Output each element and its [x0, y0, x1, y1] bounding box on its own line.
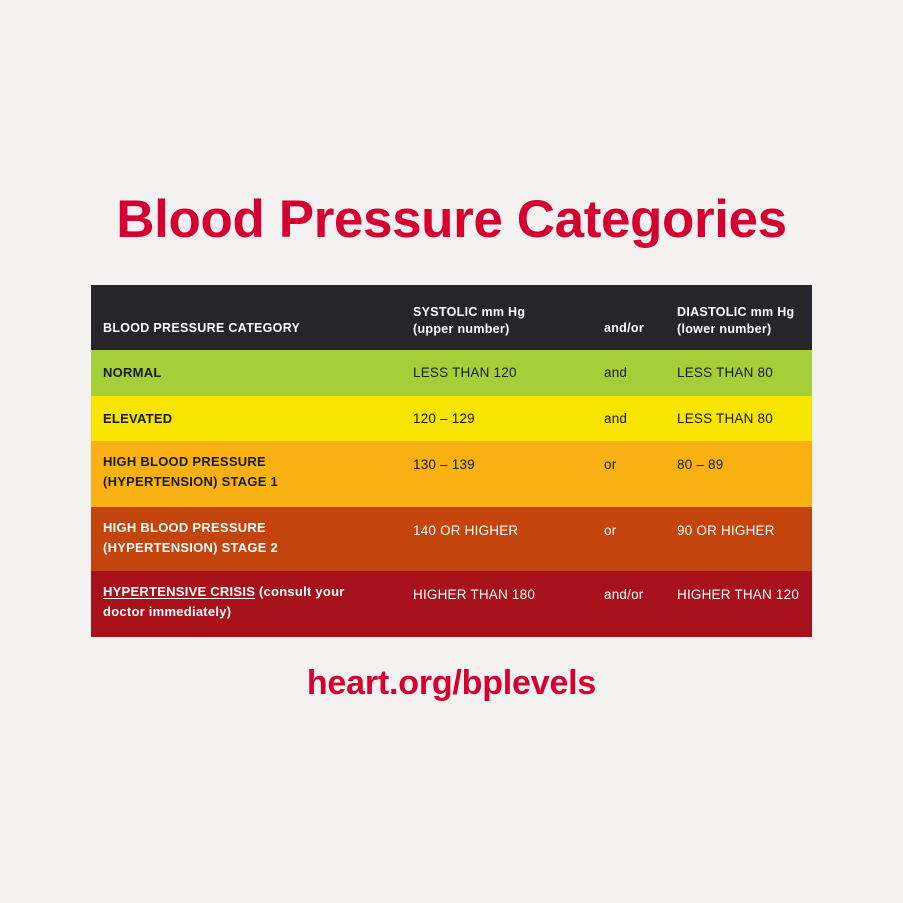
row-category-normal: NORMAL — [103, 365, 162, 380]
row-category-crisis: HYPERTENSIVE CRISIS (consult your doctor… — [91, 571, 413, 622]
row-diastolic-normal: LESS THAN 80 — [677, 365, 773, 380]
table-row: HYPERTENSIVE CRISIS (consult your doctor… — [91, 571, 812, 637]
header-cell-category: BLOOD PRESSURE CATEGORY — [103, 321, 301, 335]
row-category-stage1-line2: (HYPERTENSION) STAGE 1 — [103, 474, 279, 489]
row-systolic-crisis: HIGHER THAN 180 — [413, 587, 536, 602]
row-systolic-stage2: 140 OR HIGHER — [413, 523, 519, 538]
table-row: HIGH BLOOD PRESSURE (HYPERTENSION) STAGE… — [91, 441, 812, 507]
header-cell-diastolic: DIASTOLIC mm Hg (lower number) — [677, 304, 812, 338]
row-category-stage2-line1: HIGH BLOOD PRESSURE — [103, 520, 266, 535]
table-body: NORMAL LESS THAN 120 and LESS THAN 80 EL… — [91, 350, 812, 637]
row-category-stage2-line2: (HYPERTENSION) STAGE 2 — [103, 540, 279, 555]
row-diastolic-stage1: 80 – 89 — [677, 457, 724, 472]
row-systolic-stage1: 130 – 139 — [413, 457, 475, 472]
row-diastolic-stage2: 90 OR HIGHER — [677, 523, 775, 538]
row-category-stage1-line1: HIGH BLOOD PRESSURE — [103, 454, 266, 469]
row-conjunction-normal: and — [604, 365, 628, 380]
header-cell-conjunction: and/or — [604, 321, 644, 335]
row-conjunction-stage2: or — [604, 523, 617, 538]
row-diastolic-crisis: HIGHER THAN 120 — [677, 587, 800, 602]
blood-pressure-table: BLOOD PRESSURE CATEGORY SYSTOLIC mm Hg (… — [91, 285, 812, 637]
row-conjunction-crisis: and/or — [604, 587, 644, 602]
table-row: HIGH BLOOD PRESSURE (HYPERTENSION) STAGE… — [91, 507, 812, 571]
row-conjunction-stage1: or — [604, 457, 617, 472]
page-title: Blood Pressure Categories — [116, 190, 787, 249]
row-category-stage1: HIGH BLOOD PRESSURE (HYPERTENSION) STAGE… — [91, 441, 413, 492]
table-row: ELEVATED 120 – 129 and LESS THAN 80 — [91, 396, 812, 441]
header-systolic-line2: (upper number) — [413, 322, 510, 336]
table-row: NORMAL LESS THAN 120 and LESS THAN 80 — [91, 350, 812, 396]
row-systolic-elevated: 120 – 129 — [413, 410, 475, 426]
header-cell-systolic: SYSTOLIC mm Hg (upper number) — [413, 304, 604, 338]
row-category-crisis-line2: doctor immediately) — [103, 604, 232, 619]
header-diastolic-line2: (lower number) — [677, 322, 772, 336]
header-diastolic-line1: DIASTOLIC mm Hg — [677, 305, 795, 319]
header-systolic-line1: SYSTOLIC mm Hg — [413, 305, 526, 319]
footer-url[interactable]: heart.org/bplevels — [306, 664, 597, 702]
row-diastolic-elevated: LESS THAN 80 — [677, 410, 773, 426]
row-conjunction-elevated: and — [604, 410, 628, 426]
crisis-rest-text: (consult your — [255, 584, 345, 599]
row-category-elevated: ELEVATED — [103, 410, 173, 426]
row-category-stage2: HIGH BLOOD PRESSURE (HYPERTENSION) STAGE… — [91, 507, 413, 558]
row-category-crisis-line1: HYPERTENSIVE CRISIS (consult your — [103, 582, 413, 602]
crisis-emphasis-text: HYPERTENSIVE CRISIS — [103, 584, 256, 599]
row-systolic-normal: LESS THAN 120 — [413, 365, 517, 380]
table-header-row: BLOOD PRESSURE CATEGORY SYSTOLIC mm Hg (… — [91, 285, 812, 350]
